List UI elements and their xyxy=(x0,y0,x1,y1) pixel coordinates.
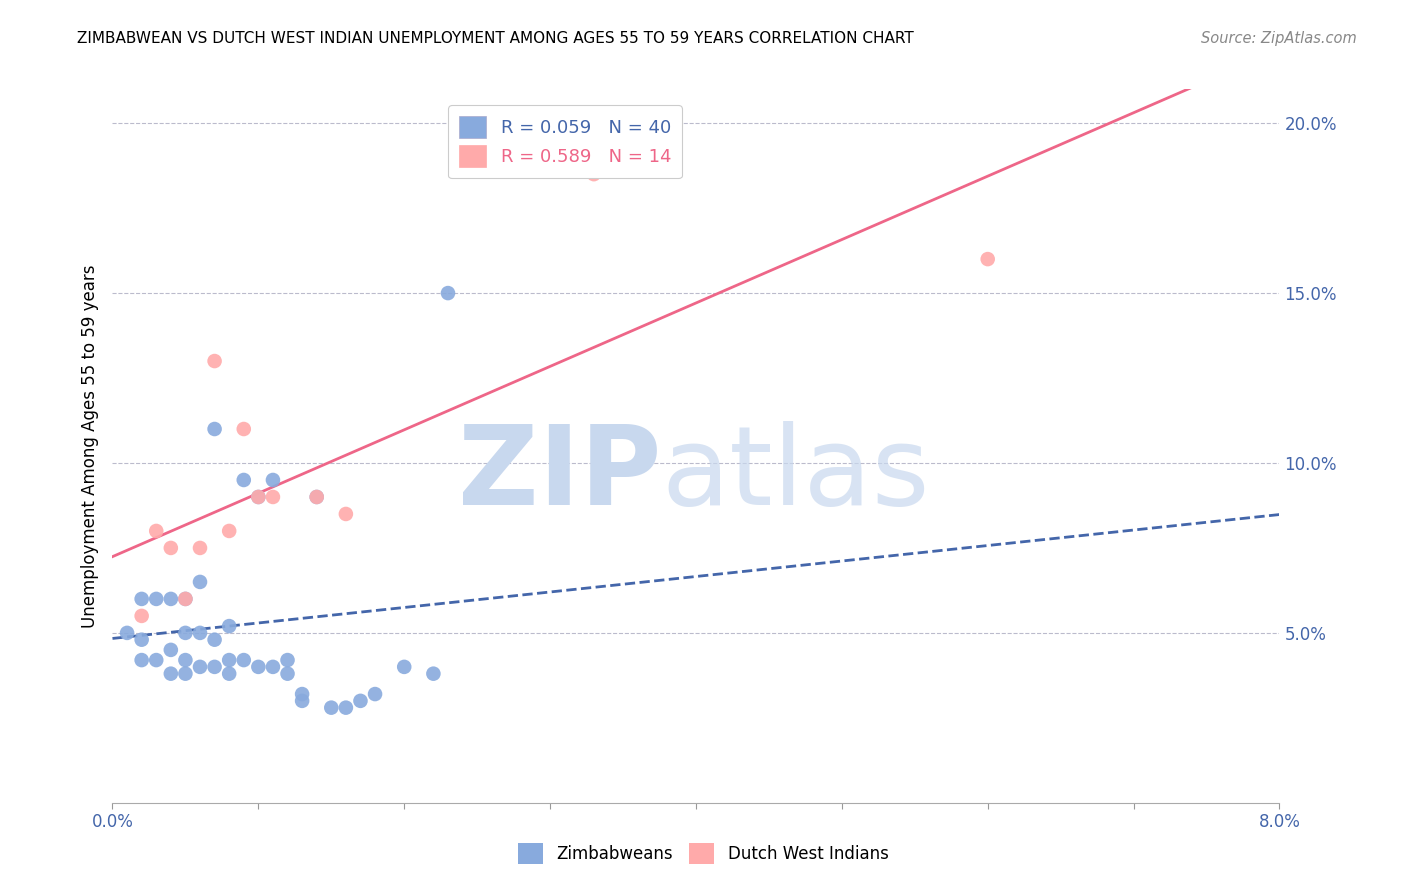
Point xyxy=(188,626,211,640)
Point xyxy=(174,591,197,606)
Point xyxy=(582,167,605,181)
Point xyxy=(204,632,226,647)
Text: ZIP: ZIP xyxy=(457,421,661,528)
Point xyxy=(232,653,254,667)
Point xyxy=(160,666,183,681)
Text: atlas: atlas xyxy=(661,421,929,528)
Point xyxy=(422,666,444,681)
Point xyxy=(131,653,153,667)
Point xyxy=(262,490,284,504)
Point xyxy=(145,524,167,538)
Point xyxy=(160,541,183,555)
Point xyxy=(174,626,197,640)
Point xyxy=(437,286,460,301)
Point xyxy=(276,666,298,681)
Point xyxy=(174,666,197,681)
Point xyxy=(262,660,284,674)
Point xyxy=(321,700,343,714)
Point xyxy=(247,490,270,504)
Point xyxy=(305,490,328,504)
Point xyxy=(131,591,153,606)
Point xyxy=(247,490,270,504)
Point xyxy=(160,643,183,657)
Point xyxy=(218,653,240,667)
Point xyxy=(218,619,240,633)
Point xyxy=(305,490,328,504)
Text: ZIMBABWEAN VS DUTCH WEST INDIAN UNEMPLOYMENT AMONG AGES 55 TO 59 YEARS CORRELATI: ZIMBABWEAN VS DUTCH WEST INDIAN UNEMPLOY… xyxy=(77,31,914,46)
Point xyxy=(232,422,254,436)
Point xyxy=(247,660,270,674)
Legend: R = 0.059   N = 40, R = 0.589   N = 14: R = 0.059 N = 40, R = 0.589 N = 14 xyxy=(449,105,682,178)
Point xyxy=(218,524,240,538)
Point xyxy=(291,687,314,701)
Point xyxy=(364,687,387,701)
Point xyxy=(188,541,211,555)
Point xyxy=(232,473,254,487)
Point xyxy=(204,660,226,674)
Point xyxy=(131,608,153,623)
Point xyxy=(188,574,211,589)
Point xyxy=(976,252,998,266)
Point xyxy=(349,694,371,708)
Point xyxy=(204,354,226,368)
Point xyxy=(335,507,357,521)
Text: Source: ZipAtlas.com: Source: ZipAtlas.com xyxy=(1201,31,1357,46)
Point xyxy=(145,591,167,606)
Point xyxy=(394,660,416,674)
Point xyxy=(174,653,197,667)
Point xyxy=(262,473,284,487)
Point xyxy=(276,653,298,667)
Point xyxy=(145,653,167,667)
Point xyxy=(115,626,138,640)
Point xyxy=(335,700,357,714)
Y-axis label: Unemployment Among Ages 55 to 59 years: Unemployment Among Ages 55 to 59 years xyxy=(80,264,98,628)
Point xyxy=(160,591,183,606)
Point xyxy=(204,422,226,436)
Point xyxy=(188,660,211,674)
Point xyxy=(291,694,314,708)
Point xyxy=(131,632,153,647)
Point xyxy=(218,666,240,681)
Legend: Zimbabweans, Dutch West Indians: Zimbabweans, Dutch West Indians xyxy=(510,837,896,871)
Point xyxy=(174,591,197,606)
